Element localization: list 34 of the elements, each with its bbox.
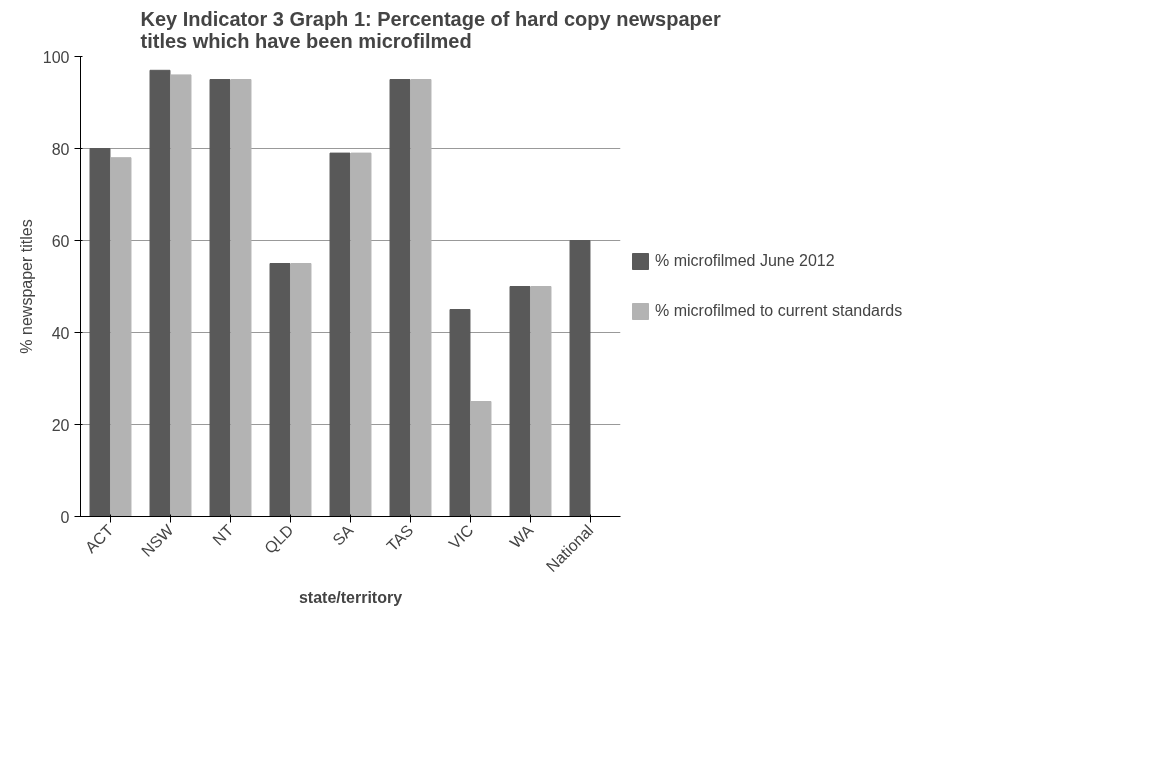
bar (269, 263, 291, 517)
bar (290, 263, 312, 517)
x-tick-label: SA (329, 521, 357, 549)
x-axis-title: state/territory (298, 589, 403, 607)
bar (449, 309, 471, 517)
y-tick-label: 0 (60, 508, 70, 526)
bar (410, 79, 432, 517)
y-tick-label: 20 (51, 416, 70, 434)
bar (170, 74, 192, 517)
x-tick-label: QLD (261, 521, 297, 557)
bar (89, 148, 111, 517)
legend-label: % microfilmed to current standards (655, 302, 903, 320)
bar (149, 69, 171, 517)
x-tick-label: VIC (445, 521, 477, 553)
y-axis-title: % newspaper titles (17, 219, 35, 354)
legend-label: % microfilmed June 2012 (655, 252, 835, 270)
bar (230, 79, 252, 517)
bar (110, 157, 132, 517)
x-tick-label: TAS (383, 521, 417, 555)
y-tick-label: 80 (51, 140, 70, 158)
bar (470, 401, 492, 517)
x-tick-label: WA (506, 521, 537, 552)
chart-title: Key Indicator 3 Graph 1: Percentage of hard copy newspaper titles which have been microfilmed (140, 7, 721, 52)
bar (569, 240, 591, 517)
bar (530, 286, 552, 517)
y-tick-label: 100 (42, 48, 70, 66)
y-tick-label: 40 (51, 324, 70, 342)
bar (509, 286, 531, 517)
y-tick-label: 60 (51, 232, 70, 250)
bar (350, 152, 372, 517)
bar (209, 79, 231, 517)
bar (329, 152, 351, 517)
bar (389, 79, 411, 517)
x-tick-label: NT (209, 521, 237, 549)
